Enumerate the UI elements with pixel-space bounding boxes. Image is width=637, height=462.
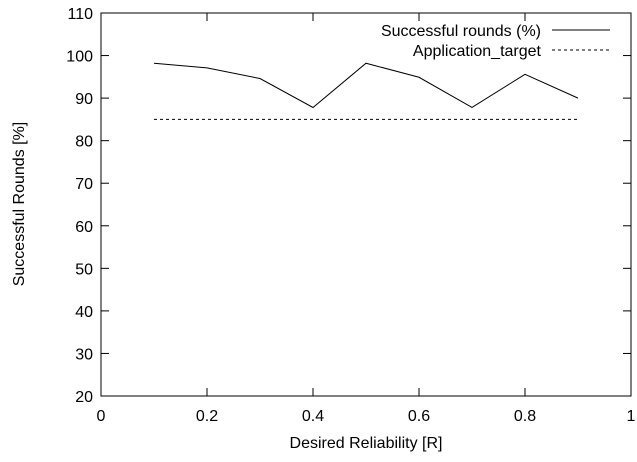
series-line-1: [153, 62, 579, 109]
legend-label-2: Application_target: [413, 43, 542, 60]
y-tick-label: 90: [75, 91, 93, 108]
y-axis: 20 30 40 50 60 70 80 90 100 110: [66, 6, 631, 406]
y-tick-label: 80: [75, 134, 93, 151]
legend-label-1: Successful rounds (%): [381, 23, 541, 40]
series-layer: [153, 62, 579, 120]
y-tick-label: 30: [75, 346, 93, 363]
x-axis: 0 0.2 0.4 0.6 0.8 1: [97, 13, 636, 425]
plot-frame: [100, 12, 632, 397]
y-tick-label: 40: [75, 304, 93, 321]
y-tick-label: 110: [67, 6, 93, 23]
x-tick-label: 0.2: [196, 408, 218, 425]
x-axis-title: Desired Reliability [R]: [290, 435, 443, 452]
y-tick-label: 60: [75, 219, 93, 236]
y-tick-label: 50: [75, 261, 93, 278]
y-axis-title: Successful Rounds [%]: [11, 122, 28, 287]
x-tick-label: 0.4: [302, 408, 324, 425]
x-tick-label: 0: [97, 408, 106, 425]
y-tick-label: 100: [66, 49, 93, 66]
x-tick-label: 0.6: [408, 408, 430, 425]
y-tick-label: 70: [75, 176, 93, 193]
x-tick-label: 0.8: [514, 408, 536, 425]
y-tick-label: 20: [75, 389, 93, 406]
x-tick-label: 1: [627, 408, 636, 425]
legend: Successful rounds (%) Application_target: [381, 23, 610, 60]
